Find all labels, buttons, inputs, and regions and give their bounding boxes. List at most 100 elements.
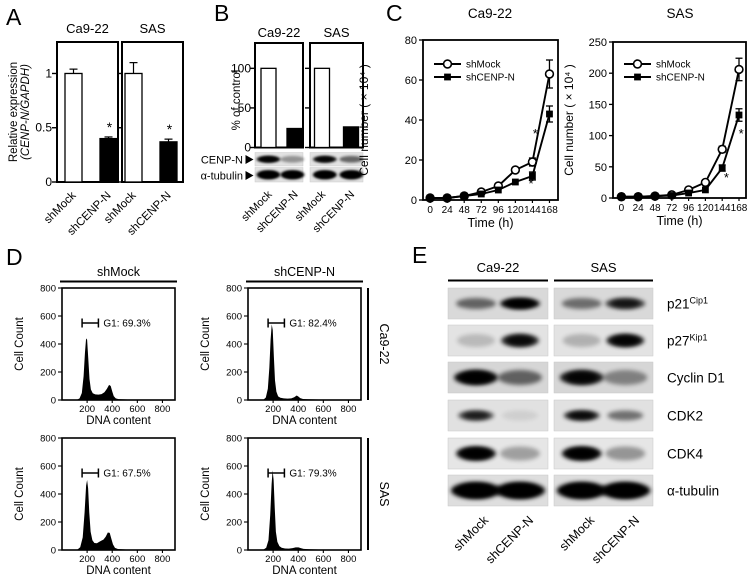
x-tick-label: 24 — [633, 203, 645, 214]
y-axis-title: Cell Count — [14, 316, 26, 370]
legend-label: shCENP-N — [466, 73, 515, 84]
histogram-curve — [263, 324, 352, 400]
blot-row-label: CDK4 — [667, 447, 704, 462]
x-axis-title: Time (h) — [656, 214, 702, 228]
y-tick-label: 50 — [595, 162, 607, 174]
x-tick-label: 400 — [290, 404, 306, 415]
y-tick-label: 100 — [589, 131, 607, 143]
plot-frame — [56, 41, 119, 183]
plot-frame — [61, 287, 176, 401]
bar-shCENP-N — [159, 141, 178, 183]
blot-band — [562, 334, 601, 347]
plot-frame — [61, 437, 176, 551]
y-tick-label: 20 — [405, 155, 417, 167]
x-tick-label: 200 — [79, 554, 95, 565]
marker-shMock — [717, 144, 727, 155]
series-line-shCENP-N — [621, 114, 740, 198]
x-tick-label: 72 — [476, 205, 488, 216]
bar-shCENP-N — [99, 137, 118, 183]
marker-shCENP-N — [668, 192, 676, 199]
marker-shCENP-N — [702, 186, 709, 194]
x-tick-label: 800 — [155, 554, 171, 565]
blot-band-core — [567, 447, 597, 460]
marker-shCENP-N — [651, 192, 659, 200]
panel-a-expression-bar-chart: Ca9-2200.51shMock*shCENP-NSASshMock*shCE… — [8, 21, 184, 238]
x-tick-label: 800 — [341, 554, 357, 565]
y-tick-label: 0 — [237, 396, 242, 407]
y-tick-label: 0.5 — [35, 121, 52, 135]
significance-asterisk: * — [724, 170, 729, 185]
x-tick-label: 48 — [459, 205, 471, 216]
x-tick-label: 168 — [541, 205, 558, 216]
lane-label: shMock — [451, 513, 492, 554]
g1-percentage-label: G1: 79.3% — [289, 469, 336, 480]
plot-frame — [612, 41, 747, 199]
lane-label: shCENP-N — [483, 513, 536, 566]
x-tick-label: 96 — [493, 205, 505, 216]
blot-row-label: α-tubulin — [201, 171, 243, 183]
y-tick-label: 400 — [40, 340, 56, 351]
marker-shCENP-N — [735, 111, 743, 119]
x-axis-title: DNA content — [86, 565, 151, 577]
panel-b-protein-bar-chart-and-blots: Ca9-22 0 50 100 SAS % of control CENP-N α-tubul… — [201, 25, 364, 235]
histogram-curve — [76, 480, 166, 550]
marker-shCENP-N — [546, 110, 553, 118]
legend-marker — [444, 73, 451, 81]
blot-band — [605, 446, 646, 461]
g1-percentage-label: G1: 69.3% — [103, 319, 150, 330]
marker-shCENP-N — [426, 194, 434, 202]
column-header: shMock — [97, 265, 141, 279]
x-tick-label: 200 — [79, 404, 95, 415]
marker-shCENP-N — [685, 189, 692, 197]
x-tick-label: 200 — [265, 554, 281, 565]
x-tick-label: 600 — [129, 554, 145, 565]
y-tick-label: 400 — [226, 340, 242, 351]
g1-percentage-label: G1: 82.4% — [289, 319, 336, 330]
panel-b-label: B — [214, 0, 230, 26]
blot-band-core — [563, 483, 600, 498]
marker-shMock — [544, 69, 555, 79]
x-tick-label: 400 — [104, 554, 120, 565]
blot-band-core — [283, 171, 302, 179]
marker-shCENP-N — [494, 186, 502, 194]
blot-band — [607, 410, 644, 421]
x-tick-label: 400 — [104, 404, 120, 415]
group-title: Ca9-22 — [66, 21, 109, 36]
x-tick-label: 0 — [427, 205, 433, 216]
y-tick-label: 0 — [45, 175, 52, 189]
blot-band-core — [458, 483, 494, 498]
legend-marker — [632, 59, 643, 69]
significance-asterisk: * — [167, 121, 173, 137]
y-tick-label: 800 — [40, 434, 56, 445]
chart-title: Ca9-22 — [468, 6, 512, 21]
legend-label: shMock — [656, 60, 691, 71]
y-tick-label: 600 — [226, 462, 242, 473]
y-tick-label: 0 — [237, 546, 242, 557]
x-tick-label: 96 — [683, 203, 695, 214]
x-axis-title: DNA content — [272, 415, 337, 427]
x-tick-label: 120 — [697, 203, 714, 214]
blot-band-core — [315, 156, 334, 162]
marker-shCENP-N — [634, 193, 642, 201]
series-line-shMock — [621, 69, 740, 198]
blot-band-core — [611, 335, 639, 346]
y-tick-label: 40 — [405, 115, 417, 127]
y-tick-label: 200 — [226, 518, 242, 529]
blot-row-label: CDK2 — [667, 409, 703, 424]
y-tick-label: 400 — [40, 490, 56, 501]
blot-band-core — [506, 335, 534, 346]
y-tick-label: 0 — [244, 141, 251, 155]
blot-band — [280, 155, 305, 163]
y-axis-title: % of control — [231, 70, 243, 131]
legend-marker — [634, 73, 641, 81]
significance-asterisk: * — [739, 126, 744, 141]
blot-band — [502, 410, 538, 421]
plot-frame — [309, 42, 364, 149]
bar-shCENP-N — [286, 127, 303, 149]
row-label: Ca9-22 — [377, 324, 391, 365]
plot-frame — [247, 287, 362, 401]
blot-band-core — [568, 411, 595, 420]
bar-shMock — [64, 72, 83, 183]
